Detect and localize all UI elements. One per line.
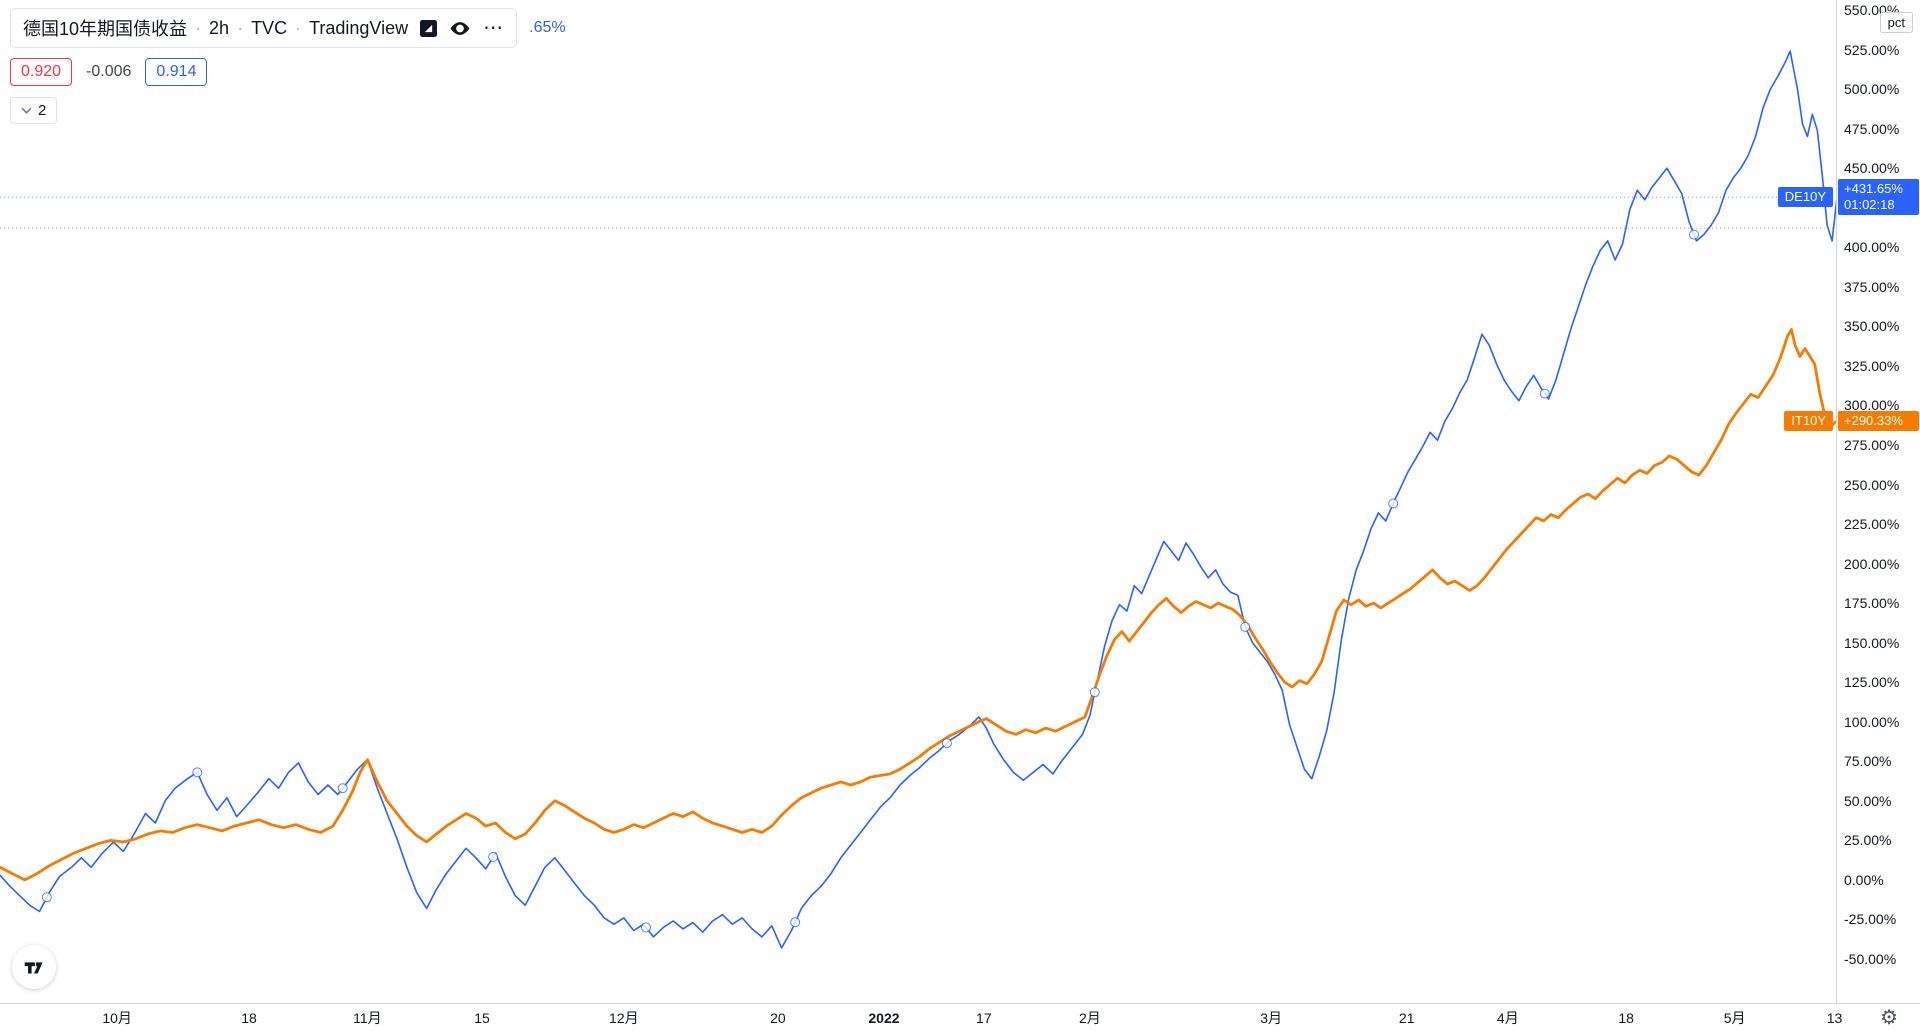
it10y-price-badge: +290.33%	[1838, 410, 1919, 431]
separator: ·	[237, 17, 244, 38]
price-tick-label: 250.00%	[1844, 476, 1900, 493]
price-tick-label: 25.00%	[1844, 832, 1892, 849]
legend-title-row: 德国10年期国债收益 · 2h · TVC · TradingView ⋯ .6…	[10, 8, 566, 48]
de10y-price-badge: +431.65% 01:02:18	[1838, 179, 1919, 216]
exchange-label: TVC	[251, 17, 288, 38]
price-tick-label: 500.00%	[1844, 81, 1900, 98]
bid-value-box[interactable]: 0.920	[10, 58, 73, 86]
time-tick-label[interactable]: 13	[1826, 1009, 1843, 1026]
price-axis[interactable]: 550.00%525.00%500.00%475.00%450.00%425.0…	[1837, 0, 1920, 1003]
price-chart-canvas	[0, 50, 1836, 949]
legend-values-row: 0.920 -0.006 0.914	[10, 58, 566, 86]
chevron-down-icon	[21, 107, 32, 114]
tradingview-logo[interactable]	[12, 945, 56, 989]
time-tick-label[interactable]: 20	[770, 1009, 786, 1026]
price-tick-label: 50.00%	[1844, 792, 1892, 809]
time-tick-label[interactable]: 15	[474, 1009, 490, 1026]
price-tick-label: 275.00%	[1844, 436, 1900, 453]
gear-icon[interactable]: ⚙	[1880, 1006, 1898, 1029]
price-tick-label: -25.00%	[1844, 911, 1897, 928]
change-value: -0.006	[86, 63, 132, 80]
eye-icon[interactable]	[449, 21, 471, 36]
time-tick-label[interactable]: 18	[241, 1009, 257, 1026]
collapse-count: 2	[38, 102, 47, 119]
price-tick-label: 200.00%	[1844, 555, 1900, 572]
separator: ·	[195, 17, 202, 38]
time-tick-label[interactable]: 21	[1398, 1009, 1415, 1026]
series-label-it10y[interactable]: IT10Y	[1784, 410, 1833, 431]
price-tick-label: 0.00%	[1844, 871, 1884, 888]
price-tick-label: 75.00%	[1844, 753, 1892, 770]
price-tick-label: 225.00%	[1844, 516, 1900, 533]
collapse-indicators-button[interactable]: 2	[10, 97, 58, 124]
separator: ·	[295, 17, 302, 38]
symbol-title-bar[interactable]: 德国10年期国债收益 · 2h · TVC · TradingView ⋯	[10, 8, 518, 48]
interval-label[interactable]: 2h	[209, 17, 230, 38]
series-label-de10y[interactable]: DE10Y	[1777, 187, 1833, 208]
price-tick-label: 350.00%	[1844, 318, 1900, 335]
time-tick-label[interactable]: 12月	[609, 1009, 639, 1026]
price-tick-label: 475.00%	[1844, 120, 1900, 137]
price-tick-label: 450.00%	[1844, 160, 1900, 177]
de10y-last-change: +431.65%	[1844, 181, 1903, 197]
price-tick-label: 525.00%	[1844, 41, 1900, 58]
time-tick-label[interactable]: 11月	[353, 1009, 382, 1026]
unit-badge[interactable]: pct	[1879, 12, 1913, 33]
price-tick-label: 400.00%	[1844, 239, 1900, 256]
time-tick-label[interactable]: 5月	[1723, 1009, 1746, 1026]
price-tick-label: -50.00%	[1844, 951, 1897, 967]
bar-countdown: 01:02:18	[1844, 197, 1895, 213]
more-options-icon[interactable]: ⋯	[483, 17, 505, 39]
time-tick-label[interactable]: 4月	[1496, 1009, 1519, 1026]
symbol-title[interactable]: 德国10年期国债收益	[23, 19, 188, 39]
price-tick-label: 150.00%	[1844, 634, 1900, 651]
time-axis[interactable]: 10月 18 11月 15 12月 20 2022 17 2月 3月 21 4月 18 5月 13 ⚙	[0, 1003, 1920, 1031]
price-tick-label: 100.00%	[1844, 713, 1900, 730]
time-tick-label[interactable]: 2022	[868, 1009, 900, 1026]
price-tick-label: 325.00%	[1844, 357, 1900, 374]
source-logo-icon[interactable]	[420, 19, 438, 37]
time-tick-label[interactable]: 2月	[1078, 1009, 1101, 1026]
price-tick-label: 125.00%	[1844, 674, 1900, 691]
price-tick-label: 375.00%	[1844, 278, 1900, 295]
time-tick-label[interactable]: 17	[976, 1009, 992, 1026]
time-tick-label[interactable]: 3月	[1260, 1009, 1282, 1026]
time-tick-label[interactable]: 10月	[102, 1009, 132, 1026]
partial-change-value: .65%	[529, 19, 566, 36]
chart-plot-area[interactable]: DE10Y IT10Y 德国10年期国债收益 · 2h · TVC · Trad…	[0, 0, 1837, 1003]
price-tick-label: 300.00%	[1844, 397, 1900, 414]
legend-collapse-row: 2	[10, 97, 566, 124]
time-tick-label[interactable]: 18	[1618, 1009, 1634, 1026]
brand-label: TradingView	[309, 17, 409, 38]
price-tick-label: 175.00%	[1844, 595, 1900, 612]
ask-value-box[interactable]: 0.914	[145, 58, 208, 86]
legend: 德国10年期国债收益 · 2h · TVC · TradingView ⋯ .6…	[10, 8, 566, 124]
